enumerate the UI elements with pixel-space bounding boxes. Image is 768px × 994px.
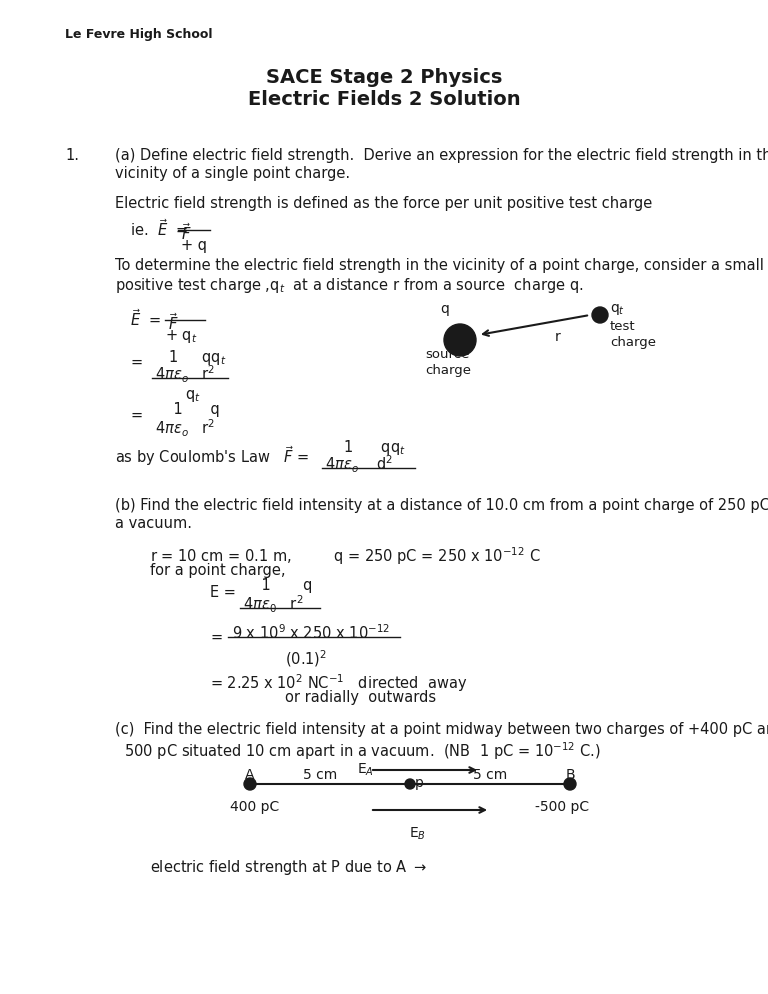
Text: 5 cm: 5 cm [303,768,337,782]
Text: E$_B$: E$_B$ [409,826,426,842]
Text: Le Fevre High School: Le Fevre High School [65,28,213,41]
Text: q: q [440,302,449,316]
Text: A: A [245,768,255,782]
Text: =: = [130,408,142,423]
Text: $\vec{E}$  =: $\vec{E}$ = [130,308,161,329]
Text: =: = [210,630,222,645]
Text: E$_A$: E$_A$ [356,762,373,778]
Text: 5 cm: 5 cm [473,768,507,782]
Text: 1       q: 1 q [243,578,313,593]
Text: for a point charge,: for a point charge, [150,563,286,578]
Text: SACE Stage 2 Physics: SACE Stage 2 Physics [266,68,502,87]
Text: q$_t$: q$_t$ [610,302,625,317]
Text: E =: E = [210,585,236,600]
Text: positive test charge ,q$_t$  at a distance r from a source  charge q.: positive test charge ,q$_t$ at a distanc… [115,276,584,295]
Circle shape [592,307,608,323]
Text: = 2.25 x 10$^2$ NC$^{-1}$   directed  away: = 2.25 x 10$^2$ NC$^{-1}$ directed away [210,672,468,694]
Text: q$_t$: q$_t$ [185,388,200,404]
Text: -500 pC: -500 pC [535,800,589,814]
Text: 4$\pi\varepsilon_o$    d$^2$: 4$\pi\varepsilon_o$ d$^2$ [325,454,393,475]
Text: (a) Define electric field strength.  Derive an expression for the electric field: (a) Define electric field strength. Deri… [115,148,768,163]
Text: 1      qq$_t$: 1 qq$_t$ [325,438,406,457]
Text: electric field strength at P due to A $\rightarrow$: electric field strength at P due to A $\… [150,858,427,877]
Text: 9 x 10$^9$ x 250 x 10$^{-12}$: 9 x 10$^9$ x 250 x 10$^{-12}$ [232,623,390,642]
Text: charge: charge [425,364,471,377]
Text: 500 pC situated 10 cm apart in a vacuum.  (NB  1 pC = 10$^{-12}$ C.): 500 pC situated 10 cm apart in a vacuum.… [115,740,601,761]
Text: + q: + q [181,238,207,253]
Text: (0.1)$^2$: (0.1)$^2$ [285,648,327,669]
Text: or radially  outwards: or radially outwards [285,690,436,705]
Circle shape [564,778,576,790]
Text: r = 10 cm = 0.1 m,         q = 250 pC = 250 x 10$^{-12}$ C: r = 10 cm = 0.1 m, q = 250 pC = 250 x 10… [150,545,541,567]
Circle shape [244,778,256,790]
Text: a vacuum.: a vacuum. [115,516,192,531]
Text: 4$\pi\varepsilon_0$   r$^2$: 4$\pi\varepsilon_0$ r$^2$ [243,594,303,615]
Text: test: test [610,320,636,333]
Text: (b) Find the electric field intensity at a distance of 10.0 cm from a point char: (b) Find the electric field intensity at… [115,498,768,513]
Text: as by Coulomb's Law   $\vec{F}$ =: as by Coulomb's Law $\vec{F}$ = [115,444,309,468]
Text: p: p [415,776,424,790]
Circle shape [405,779,415,789]
Text: 4$\pi\varepsilon_o$   r$^2$: 4$\pi\varepsilon_o$ r$^2$ [155,418,215,439]
Text: Electric Fields 2 Solution: Electric Fields 2 Solution [248,90,520,109]
Text: $\vec{F}$: $\vec{F}$ [181,222,191,243]
Text: vicinity of a single point charge.: vicinity of a single point charge. [115,166,350,181]
Text: 1.: 1. [65,148,79,163]
Text: $\vec{F}$: $\vec{F}$ [168,312,179,333]
Text: =: = [130,355,142,370]
Text: 4$\pi\varepsilon_o$   r$^2$: 4$\pi\varepsilon_o$ r$^2$ [155,364,215,386]
Text: source: source [425,348,469,361]
Text: 400 pC: 400 pC [230,800,280,814]
Text: 1      q: 1 q [155,402,220,417]
Text: To determine the electric field strength in the vicinity of a point charge, cons: To determine the electric field strength… [115,258,764,273]
Text: charge: charge [610,336,656,349]
Text: r: r [555,330,561,344]
Text: + q$_t$: + q$_t$ [165,328,197,345]
Circle shape [444,324,476,356]
Text: (c)  Find the electric field intensity at a point midway between two charges of : (c) Find the electric field intensity at… [115,722,768,737]
Text: 1     qq$_t$: 1 qq$_t$ [155,348,227,367]
Text: Electric field strength is defined as the force per unit positive test charge: Electric field strength is defined as th… [115,196,652,211]
Text: B: B [565,768,574,782]
Text: ie.  $\vec{E}$  =: ie. $\vec{E}$ = [130,218,188,239]
